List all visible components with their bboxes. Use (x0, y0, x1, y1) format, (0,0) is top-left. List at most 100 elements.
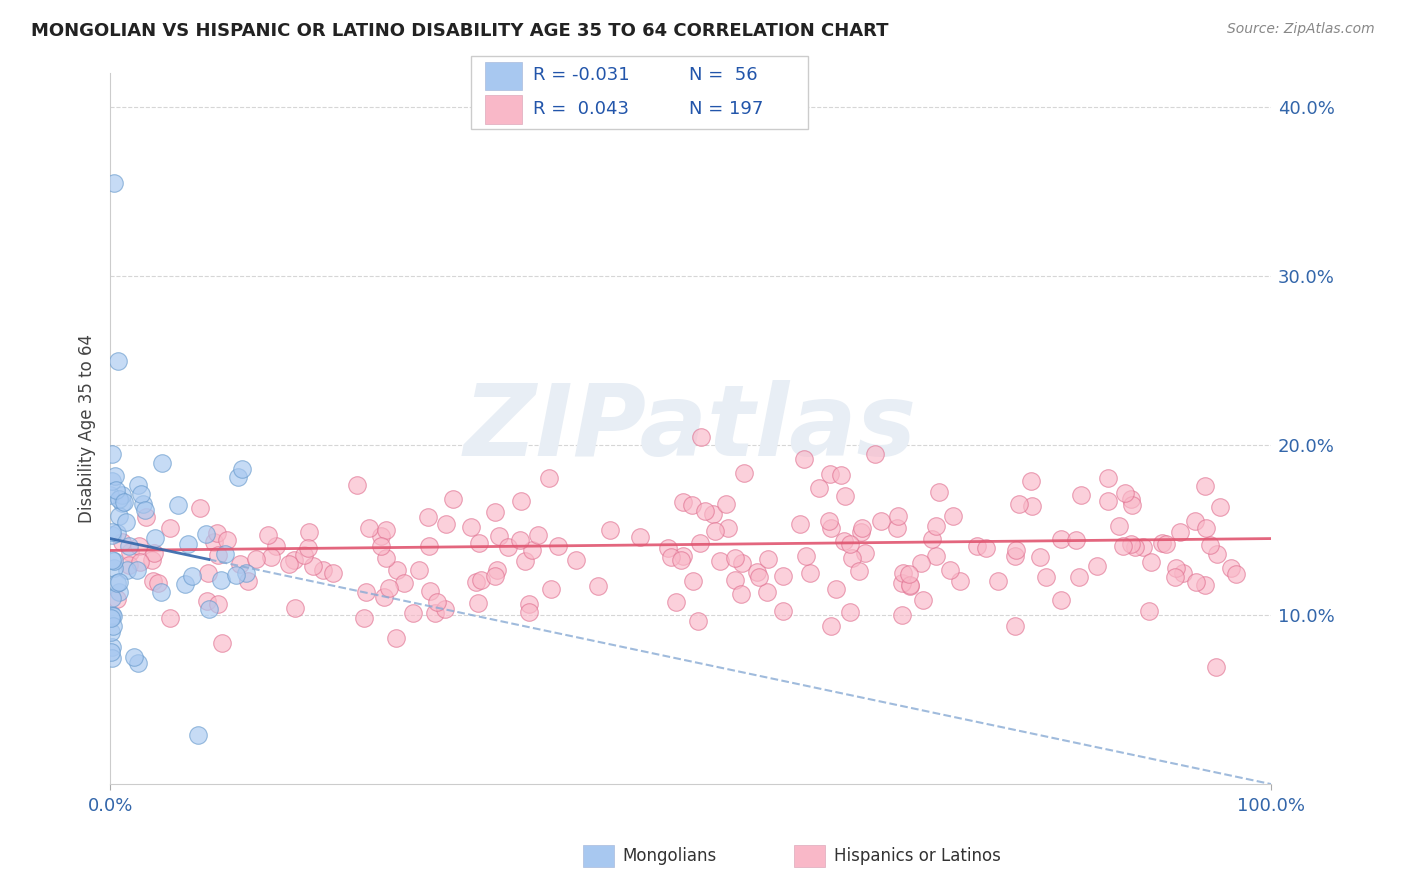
Text: Mongolians: Mongolians (623, 847, 717, 865)
Point (101, 650, 124, 665)
Point (141, 553, 163, 567)
Point (107, 353, 129, 368)
Point (714, 497, 737, 511)
Point (939, 563, 962, 577)
Point (108, 575, 131, 590)
Point (198, 602, 221, 616)
Point (848, 565, 870, 579)
Text: Hispanics or Latinos: Hispanics or Latinos (834, 847, 1001, 865)
Point (229, 557, 252, 571)
Point (1097, 471, 1119, 485)
Point (841, 551, 863, 566)
Point (105, 591, 128, 606)
Point (211, 636, 233, 650)
Point (925, 518, 948, 533)
Point (537, 471, 560, 485)
Point (467, 535, 489, 549)
Point (817, 514, 839, 528)
Point (195, 527, 218, 541)
Point (129, 555, 152, 569)
Point (1119, 537, 1142, 551)
Point (818, 467, 841, 481)
Point (681, 498, 703, 512)
Point (402, 606, 425, 620)
Point (1070, 488, 1092, 502)
Point (628, 530, 651, 544)
Point (214, 547, 236, 561)
Point (394, 575, 416, 590)
Point (100, 528, 122, 542)
Point (891, 608, 914, 623)
Point (808, 481, 831, 495)
Point (912, 593, 935, 607)
Point (418, 540, 440, 554)
Point (689, 430, 711, 444)
Point (103, 609, 125, 624)
Point (709, 554, 731, 568)
Point (118, 558, 141, 572)
Point (120, 545, 142, 559)
Point (426, 595, 449, 609)
Point (671, 495, 693, 509)
Point (128, 539, 150, 553)
Point (110, 488, 132, 502)
Point (105, 576, 128, 591)
Point (256, 528, 278, 542)
Point (467, 596, 489, 610)
Point (520, 543, 543, 558)
Point (190, 501, 212, 516)
Point (134, 503, 156, 517)
Point (942, 508, 965, 523)
Point (149, 584, 172, 599)
Point (226, 470, 249, 484)
Point (1108, 518, 1130, 533)
Point (824, 582, 846, 596)
Point (702, 507, 724, 521)
Point (423, 606, 446, 620)
Point (820, 521, 842, 535)
Point (103, 176, 125, 190)
Point (283, 552, 305, 566)
Point (387, 563, 409, 577)
Point (1168, 524, 1191, 539)
Point (513, 553, 536, 567)
Point (731, 556, 754, 570)
Point (115, 562, 138, 576)
Point (717, 521, 740, 535)
Point (1184, 514, 1206, 528)
Point (1114, 486, 1136, 500)
Point (103, 560, 125, 574)
Point (100, 625, 122, 640)
Text: N = 197: N = 197 (689, 100, 763, 118)
Point (207, 597, 229, 611)
Point (1085, 558, 1108, 573)
Point (796, 549, 818, 563)
Point (207, 548, 229, 562)
Point (1195, 521, 1218, 535)
Point (159, 611, 181, 625)
Point (1123, 540, 1146, 554)
Point (838, 536, 860, 550)
Point (142, 545, 165, 559)
Point (689, 535, 711, 549)
Point (464, 575, 486, 590)
Point (886, 521, 908, 535)
Point (150, 456, 173, 470)
Point (870, 514, 893, 528)
Point (416, 509, 439, 524)
Point (375, 523, 398, 537)
Point (180, 569, 202, 583)
Point (772, 604, 794, 618)
Text: R = -0.031: R = -0.031 (533, 66, 630, 84)
Point (101, 525, 124, 540)
Point (433, 602, 456, 616)
Point (949, 574, 972, 589)
Point (758, 552, 780, 566)
Point (103, 619, 125, 633)
Point (682, 574, 704, 589)
Text: MONGOLIAN VS HISPANIC OR LATINO DISABILITY AGE 35 TO 64 CORRELATION CHART: MONGOLIAN VS HISPANIC OR LATINO DISABILI… (31, 22, 889, 40)
Point (928, 485, 950, 500)
Point (375, 551, 398, 566)
Point (547, 539, 569, 553)
Point (353, 611, 375, 625)
